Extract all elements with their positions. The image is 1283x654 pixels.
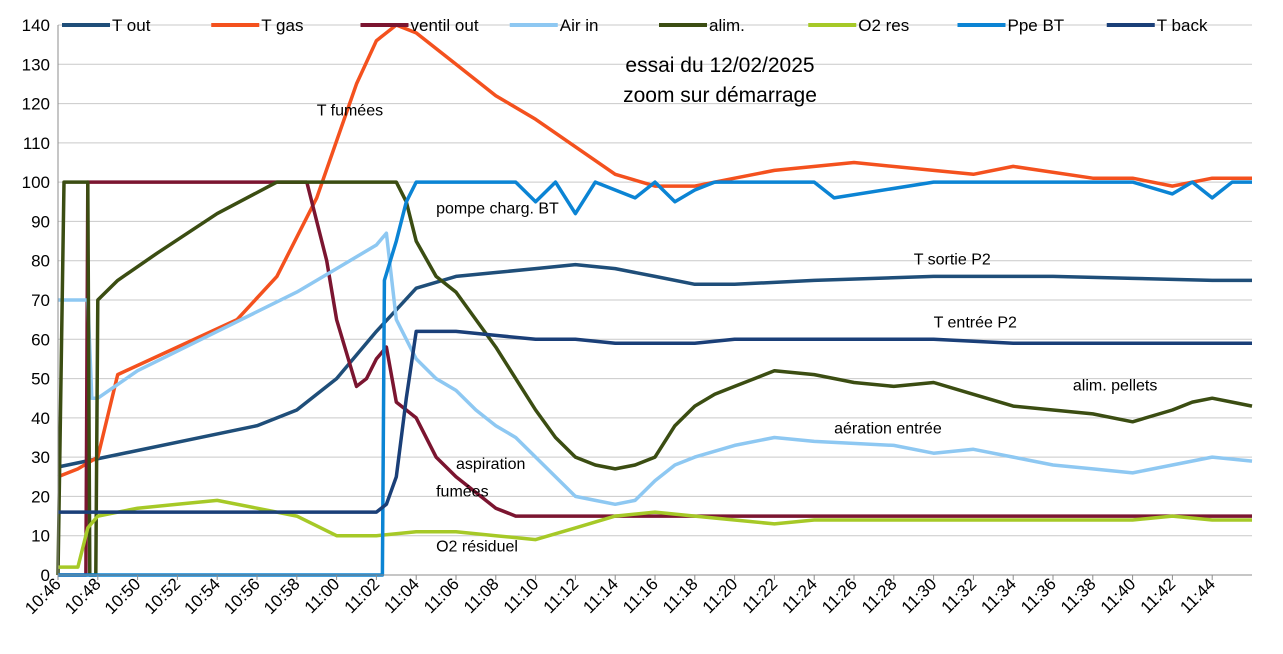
x-tick-label: 11:38: [1057, 574, 1100, 617]
y-tick-label: 30: [31, 448, 50, 467]
y-tick-label: 80: [31, 252, 50, 271]
y-tick-label: 130: [22, 55, 50, 74]
y-tick-label: 70: [31, 291, 50, 310]
legend-entry: O2 res: [858, 16, 909, 35]
axes: [57, 25, 1252, 580]
x-tick-label: 11:22: [739, 574, 782, 617]
x-tick-label: 11:08: [460, 574, 503, 617]
y-tick-label: 100: [22, 173, 50, 192]
x-tick-label: 11:28: [858, 574, 901, 617]
series-lines: [56, 23, 1253, 577]
x-tick-label: 10:58: [260, 574, 304, 618]
legend-entry: T gas: [261, 16, 303, 35]
annotation-label: T entrée P2: [934, 315, 1017, 332]
x-tick-label: 11:00: [301, 574, 344, 617]
x-tick-label: 11:32: [938, 574, 981, 617]
x-tick-label: 10:56: [220, 574, 264, 618]
x-tick-labels: 10:4610:4810:5010:5210:5410:5610:5811:00…: [21, 574, 1219, 618]
y-tick-label: 140: [22, 16, 50, 35]
y-tick-label: 0: [41, 566, 50, 585]
y-tick-label: 40: [31, 409, 50, 428]
chart-subtitle: zoom sur démarrage: [623, 84, 817, 107]
series-line-5: [58, 498, 1252, 569]
x-tick-label: 10:48: [61, 574, 105, 618]
annotation-label: O2 résiduel: [436, 538, 518, 555]
x-tick-label: 11:30: [898, 574, 941, 617]
series-line-3: [58, 231, 1253, 507]
series-line-6: [58, 180, 1252, 577]
x-tick-label: 11:06: [420, 574, 463, 617]
x-tick-label: 11:24: [778, 574, 821, 617]
y-tick-label: 120: [22, 95, 50, 114]
x-tick-label: 10:50: [101, 574, 145, 618]
annotation-label: fumées: [436, 483, 488, 500]
x-tick-label: 11:20: [699, 574, 742, 617]
chart-title: essai du 12/02/2025: [625, 54, 814, 77]
x-tick-label: 11:36: [1017, 574, 1060, 617]
series-line-1: [57, 23, 1252, 479]
y-tick-label: 110: [23, 134, 50, 153]
annotation-label: alim. pellets: [1073, 377, 1157, 394]
x-tick-label: 11:10: [500, 574, 543, 617]
legend: T out T gas ventil out Air in alim. O2 res Ppe…: [62, 16, 1208, 35]
legend-entry: alim.: [709, 16, 745, 35]
y-tick-label: 20: [31, 487, 50, 506]
y-tick-label: 10: [31, 527, 50, 546]
y-tick-label: 60: [31, 330, 50, 349]
annotation-label: aération entrée: [834, 421, 942, 438]
legend-entry: T out: [112, 16, 151, 35]
x-tick-label: 11:18: [659, 574, 702, 617]
y-tick-label: 50: [31, 370, 50, 389]
legend-entry: T back: [1157, 16, 1208, 35]
annotation-label: pompe charg. BT: [436, 201, 559, 218]
x-tick-label: 11:12: [540, 574, 583, 617]
y-tick-labels: 0 10 20 30 40 50 60 70 80 90 100 110 120 130 140: [22, 16, 50, 585]
legend-entry: Ppe BT: [1008, 16, 1065, 35]
x-tick-label: 10:52: [141, 574, 185, 618]
annotation-label: T sortie P2: [914, 252, 991, 269]
x-tick-label: 11:42: [1137, 574, 1180, 617]
series-line-0: [57, 262, 1252, 469]
series-line-4: [56, 180, 1253, 577]
series-line-7: [58, 329, 1252, 514]
series-line-2: [58, 180, 1252, 577]
x-tick-label: 11:04: [380, 574, 423, 617]
legend-entry: ventil out: [411, 16, 479, 35]
x-tick-label: 11:16: [619, 574, 662, 617]
y-tick-label: 90: [31, 212, 50, 231]
annotations: T fumées pompe charg. BT T sortie P2 T entr…: [317, 102, 1158, 555]
legend-entry: Air in: [560, 16, 599, 35]
annotation-label: T fumées: [317, 102, 383, 119]
x-tick-label: 11:40: [1097, 574, 1140, 617]
x-tick-label: 11:44: [1176, 574, 1219, 617]
x-tick-label: 11:02: [341, 574, 384, 617]
x-tick-label: 10:54: [181, 574, 225, 618]
x-tick-label: 11:26: [818, 574, 861, 617]
x-tick-label: 11:14: [579, 574, 622, 617]
x-tick-label: 11:34: [977, 574, 1020, 617]
annotation-label: aspiration: [456, 456, 525, 473]
